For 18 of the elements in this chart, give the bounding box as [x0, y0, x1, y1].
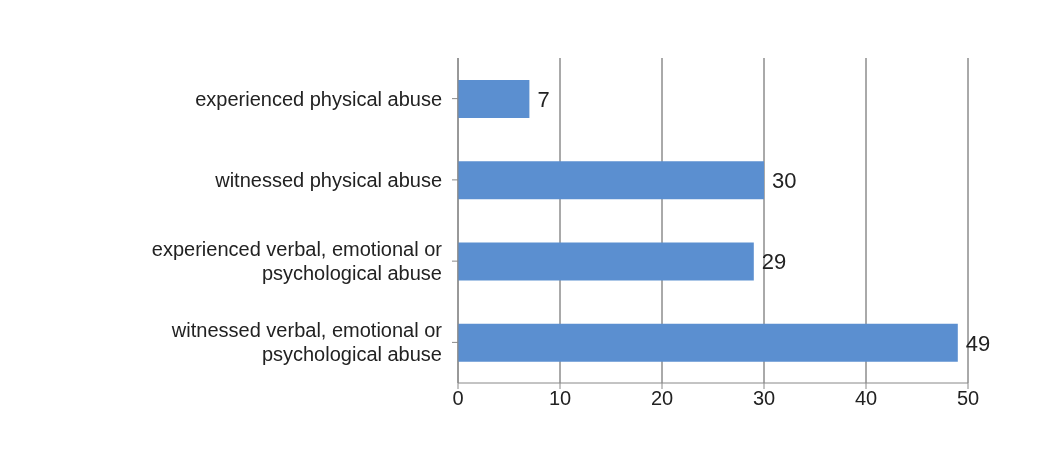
bar	[458, 323, 958, 362]
data-label: 29	[761, 249, 787, 275]
x-tick-label: 40	[854, 387, 878, 410]
data-label: 7	[537, 86, 550, 112]
data-label: 30	[772, 168, 797, 194]
data-label: 49	[965, 330, 991, 356]
bar	[458, 161, 764, 200]
y-tick-label: experienced physical abuse	[195, 87, 442, 110]
x-tick-label: 10	[548, 387, 572, 410]
bar	[458, 242, 754, 281]
x-tick-label: 0	[452, 387, 464, 410]
x-tick-label: 30	[752, 387, 776, 410]
y-tick-label: witnessed verbal, emotional or psychological abuse	[170, 319, 443, 366]
x-tick-label: 50	[956, 387, 980, 410]
y-tick-label: witnessed physical abuse	[214, 168, 442, 191]
y-tick-label: experienced verbal, emotional or psychological abuse	[151, 238, 443, 285]
bar	[458, 80, 530, 118]
x-tick-label: 20	[650, 387, 674, 410]
